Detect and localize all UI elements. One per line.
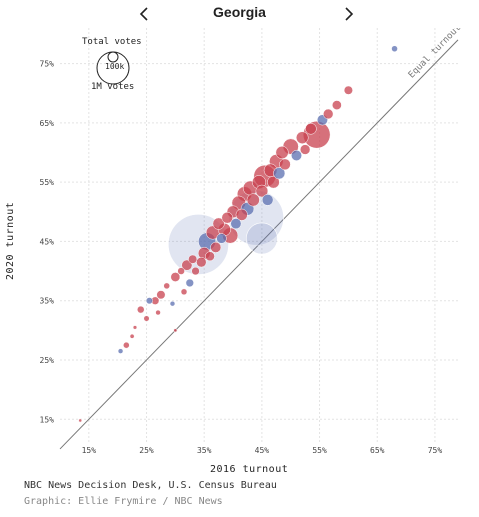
next-state-button[interactable] [337,2,361,26]
source-note: NBC News Decision Desk, U.S. Census Bure… [24,480,277,491]
data-point [156,290,166,300]
data-point [221,211,234,224]
equal-turnout-line [59,39,459,450]
data-point [291,149,302,161]
y-tick-label: 65% [40,119,55,128]
data-point [137,305,145,314]
data-point [78,418,83,423]
chevron-left-icon [139,7,148,21]
data-point [255,184,269,198]
data-point [185,278,194,288]
x-tick-label: 65% [370,446,385,455]
data-point [177,267,185,275]
data-point [188,254,198,264]
previous-state-button[interactable] [132,2,156,26]
y-tick-label: 55% [40,178,55,187]
data-point [210,241,222,253]
data-point [181,259,193,271]
data-point [169,300,176,307]
data-point [391,45,398,53]
data-point [145,297,153,305]
data-point [323,108,334,120]
data-point [170,272,181,282]
y-tick-label: 75% [40,60,55,69]
data-point [129,333,135,339]
data-point [191,266,200,276]
data-point [123,341,130,349]
y-tick-label: 45% [40,237,55,246]
y-tick-label: 35% [40,297,55,306]
chevron-right-icon [345,7,354,21]
data-point [295,131,309,144]
data-point [196,257,207,268]
data-point [246,222,278,255]
x-tick-label: 35% [197,446,212,455]
data-point [299,144,311,155]
x-tick-label: 45% [255,446,270,455]
data-point [267,175,280,189]
legend-title: Total votes [82,37,142,47]
turnout-scatter-chart: 15% 25% 35% 45% 55% 65% 75% 15% 25% 35% 45% 55% 65% 7… [40,28,463,455]
data-point [279,158,291,171]
data-point [343,85,353,95]
state-title: Georgia [213,4,266,20]
data-point [180,288,188,296]
data-point [205,251,215,262]
y-axis-label: 2020 turnout [5,201,16,280]
x-tick-label: 15% [82,446,97,455]
data-point [173,328,178,333]
data-point [132,325,138,330]
data-point [216,233,227,244]
x-tick-label: 55% [312,446,327,455]
x-tick-label: 25% [139,446,154,455]
data-point [163,282,170,290]
data-point [332,100,342,110]
legend-size-large-label: 1M votes [91,82,135,92]
legend-size-circle-small [107,51,119,63]
data-point [230,218,242,230]
data-point [212,217,225,230]
data-point [273,167,286,180]
y-tick-label: 25% [40,356,55,365]
state-navigator: Georgia [0,0,479,28]
graphic-credit: Graphic: Ellie Frymire / NBC News [24,496,223,507]
data-point [275,145,289,160]
y-tick-label: 15% [40,415,55,424]
legend-size-label: 100k [105,62,125,71]
data-point [143,315,150,322]
data-point [235,208,248,221]
data-point [246,193,260,207]
data-point [305,123,317,135]
data-point [261,194,274,206]
x-axis-label: 2016 turnout [210,464,289,475]
data-point [155,309,161,316]
data-point [117,348,124,354]
x-tick-label: 75% [428,446,443,455]
